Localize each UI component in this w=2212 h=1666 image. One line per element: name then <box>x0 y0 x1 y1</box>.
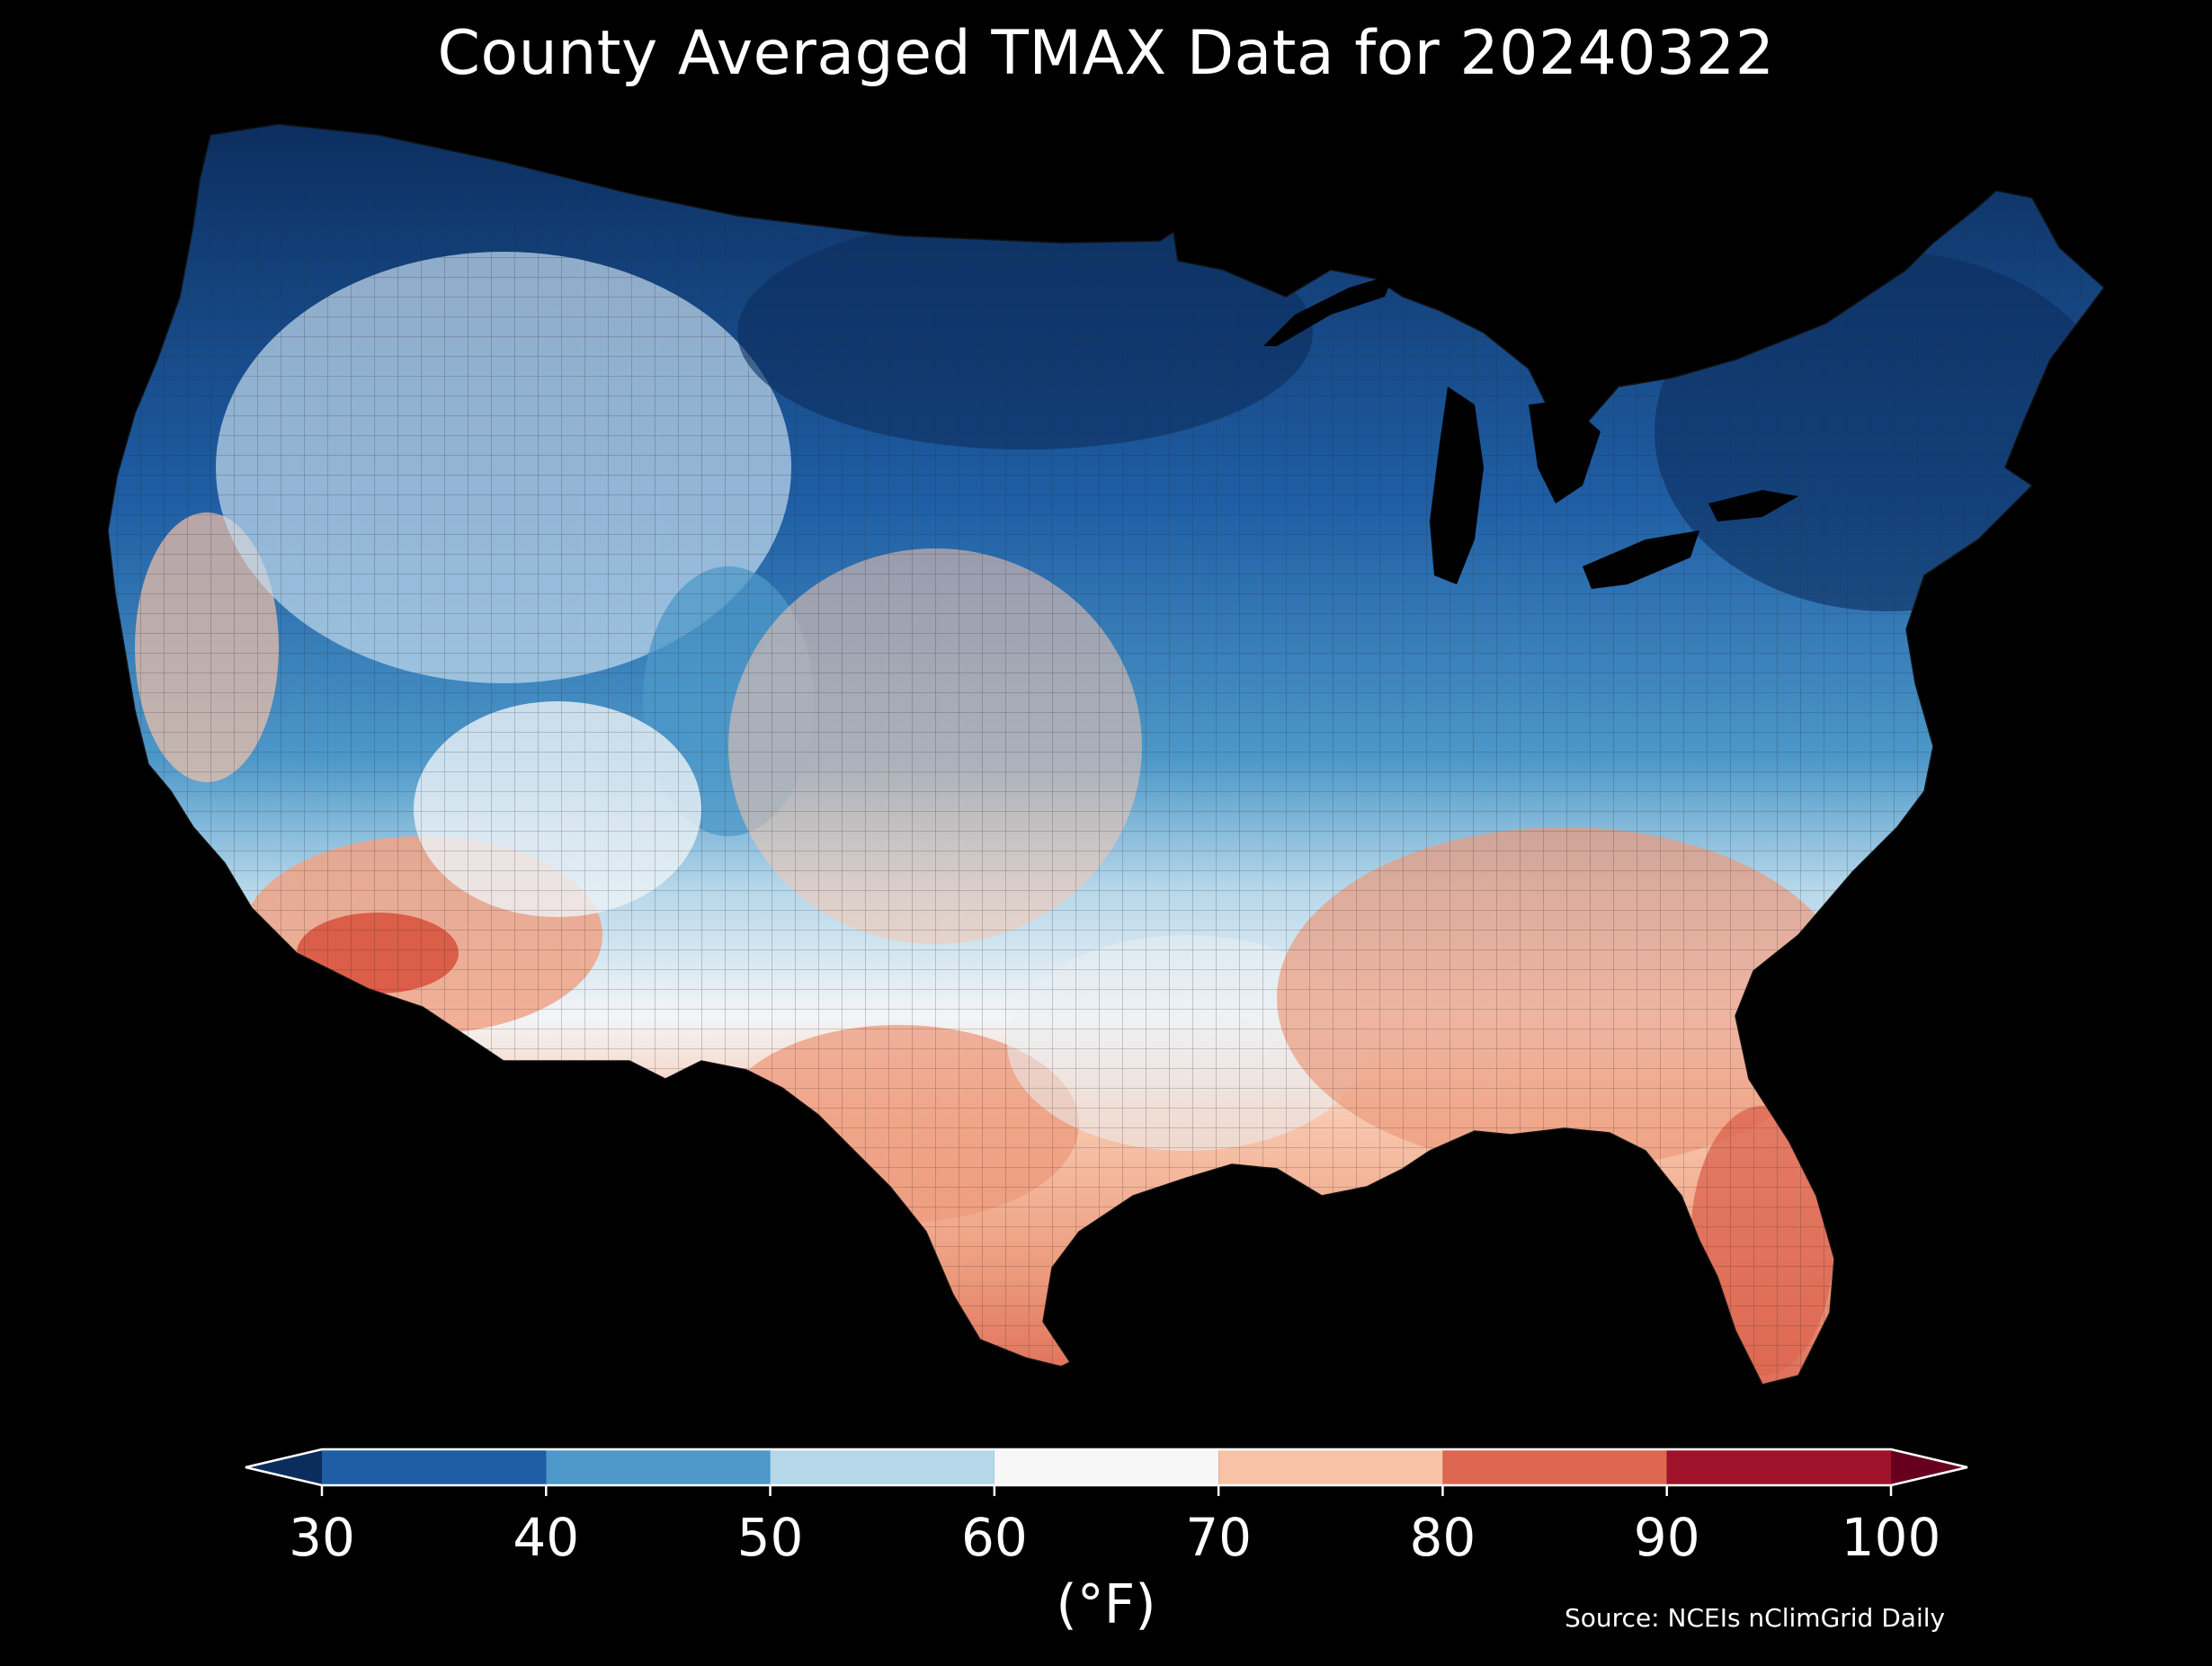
lake-michigan <box>1430 387 1484 584</box>
colorbar-tick-label: 60 <box>961 1507 1028 1568</box>
colorbar-tick-label: 100 <box>1842 1507 1941 1568</box>
colorbar-bins <box>245 1448 1968 1487</box>
source-note: Source: NCEIs nClimGrid Daily <box>1565 1603 1946 1633</box>
lake-superior <box>1263 274 1394 346</box>
colorbar-bin <box>1666 1449 1891 1485</box>
colorbar-tick-label: 70 <box>1185 1507 1252 1568</box>
colorbar-ticks: 30 40 50 60 70 80 90 100 <box>289 1485 1940 1568</box>
colorbar-tick-label: 90 <box>1634 1507 1700 1568</box>
lake-huron <box>1529 400 1601 503</box>
lake-erie <box>1583 530 1699 589</box>
colorbar-bin <box>1442 1449 1667 1485</box>
colorbar-bin <box>770 1449 995 1485</box>
colorbar-tick-label: 80 <box>1410 1507 1476 1568</box>
colorbar-tick-label: 40 <box>513 1507 579 1568</box>
colorbar-bin <box>994 1449 1219 1485</box>
colorbar-tick-label: 50 <box>737 1507 804 1568</box>
colorbar-bin <box>1218 1449 1443 1485</box>
lake-ontario <box>1708 490 1798 521</box>
colorbar-extend-low <box>245 1449 322 1485</box>
map-title: County Averaged TMAX Data for 20240322 <box>437 18 1775 89</box>
colorbar-extend-high <box>1891 1449 1967 1485</box>
colorbar-tick-label: 30 <box>289 1507 355 1568</box>
us-outline <box>107 123 2106 1385</box>
colorbar-bin <box>546 1449 771 1485</box>
colorbar-bin <box>322 1449 547 1485</box>
great-lakes <box>1263 274 1798 589</box>
colorbar-unit-label: (°F) <box>1056 1573 1156 1636</box>
